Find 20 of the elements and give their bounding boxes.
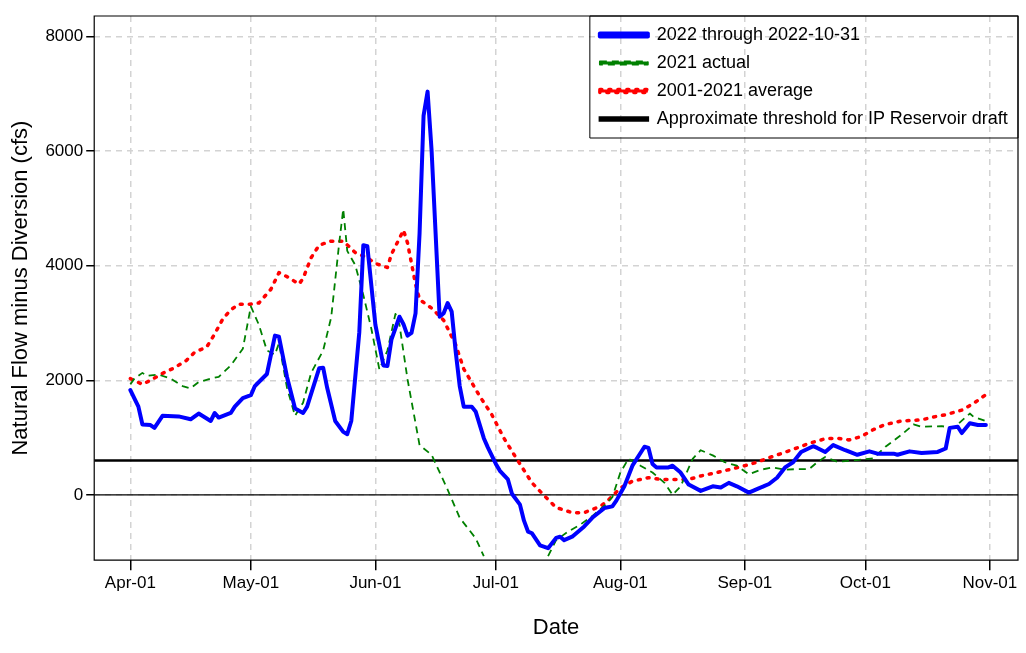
x-tick-label: Oct-01 (839, 573, 891, 593)
x-tick-label: Sep-01 (717, 573, 773, 593)
y-axis-title: Natural Flow minus Diversion (cfs) (7, 120, 33, 456)
legend-label: 2022 through 2022-10-31 (656, 23, 861, 44)
y-tick-label: 0 (73, 484, 84, 504)
y-tick-label: 4000 (45, 255, 84, 275)
x-tick-label: Apr-01 (104, 573, 156, 593)
line-series (128, 228, 988, 515)
legend-label: 2021 actual (656, 51, 750, 72)
y-tick-label: 6000 (45, 140, 84, 160)
x-tick-label: May-01 (222, 573, 280, 593)
x-tick-label: Nov-01 (962, 573, 1018, 593)
x-tick-label: Jul-01 (472, 573, 520, 593)
x-axis-title: Date (532, 613, 580, 639)
x-tick-label: Jun-01 (349, 573, 402, 593)
legend-label: 2001-2021 average (656, 79, 813, 100)
y-tick-label: 8000 (45, 26, 84, 46)
x-tick-label: Aug-01 (592, 573, 648, 593)
legend-label: Approximate threshold for IP Reservoir draft (656, 107, 1008, 128)
y-tick-label: 2000 (45, 370, 84, 390)
